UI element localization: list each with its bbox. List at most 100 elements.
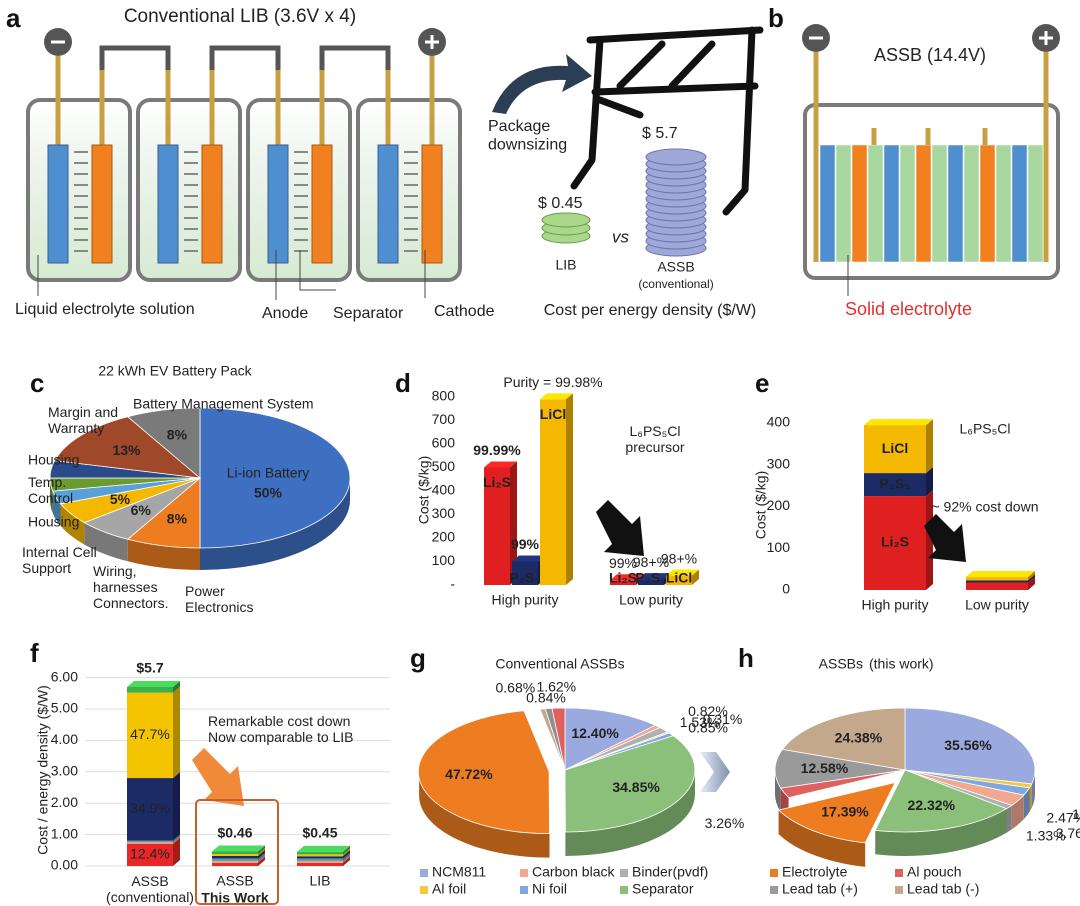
bar-side: [566, 393, 573, 585]
coin: [541, 212, 591, 228]
segment-label: Li₂S: [881, 534, 909, 550]
bar-side: [258, 854, 265, 863]
cathode: [421, 144, 443, 264]
category-label: Housing: [28, 452, 79, 468]
value-label: 0.85%: [688, 719, 728, 735]
pie-slice: [564, 735, 696, 833]
x-tick-label: High purity: [492, 592, 559, 608]
label: Package downsizing: [488, 118, 567, 153]
bar-side: [692, 569, 699, 585]
panel-label: b: [768, 3, 784, 33]
purity-label: 99%: [609, 555, 637, 571]
pie-side: [1031, 770, 1035, 808]
bar-segment: [297, 860, 343, 863]
y-tick-label: 300: [767, 455, 791, 471]
legend-label: Binder(pvdf): [632, 864, 708, 880]
y-tick-label: -: [450, 576, 455, 592]
bar-side: [510, 461, 517, 585]
annotation: Remarkable cost down Now comparable to LI…: [208, 713, 354, 745]
layer: [883, 144, 900, 263]
bar-segment: [297, 858, 343, 861]
connector: [99, 45, 171, 70]
segment-label: 12.4%: [130, 846, 170, 862]
bar-label: LiCl: [666, 570, 692, 586]
bar-segment: [212, 854, 258, 856]
bar-side: [343, 852, 350, 861]
purity-label: 98+%: [661, 550, 697, 566]
layer: [947, 144, 964, 263]
battery-cell: [136, 98, 242, 282]
value-label: 6%: [131, 502, 152, 518]
value-label: 1.53%: [680, 714, 720, 730]
pie-side: [565, 770, 696, 856]
highlight-label: This Work: [201, 890, 269, 906]
layer: [995, 144, 1012, 263]
value-label: 13%: [112, 442, 141, 458]
anode: [47, 144, 69, 264]
value-label: 22.32%: [908, 797, 956, 813]
y-tick-label: 100: [767, 539, 791, 555]
y-tick-label: 100: [432, 552, 456, 568]
bar: [512, 561, 538, 585]
sketch-box: [570, 26, 764, 216]
pie-slice: [54, 416, 202, 479]
bar-side: [173, 834, 180, 843]
value-label: 17.39%: [821, 803, 869, 819]
panel-title: ASSB (14.4V): [874, 45, 986, 65]
bar-segment: [212, 860, 258, 863]
layer: [1027, 144, 1044, 263]
pie-slice: [904, 707, 1036, 785]
bar-label: Li₂S: [483, 474, 511, 490]
legend-label: Lead tab (-): [907, 881, 979, 897]
pie-side: [1006, 805, 1012, 833]
caption: Cost per energy density ($/W): [544, 302, 757, 319]
y-tick-label: 200: [432, 529, 456, 545]
purity-label: Purity = 99.98%: [503, 374, 602, 390]
legend-label: NCM811: [432, 864, 486, 880]
pie-side: [778, 810, 866, 867]
bar-side: [258, 845, 265, 855]
panel-label: h: [738, 643, 754, 673]
leader: [299, 250, 336, 291]
y-tick-label: 200: [767, 497, 791, 513]
pie-slice: [551, 707, 566, 771]
bar-segment: [127, 686, 173, 693]
bar-top: [666, 569, 699, 576]
connector: [209, 45, 281, 70]
y-tick-label: 800: [432, 388, 456, 404]
bar-segment: [212, 855, 258, 859]
bar-top: [297, 845, 350, 852]
pie-side: [200, 478, 350, 570]
panel-label: a: [6, 3, 21, 33]
y-tick-label: 0: [782, 581, 790, 597]
chevron: [700, 752, 730, 792]
bar-side: [173, 680, 180, 693]
bar-side: [926, 490, 933, 590]
anode: [377, 144, 399, 264]
cost-label: $ 5.7: [642, 125, 678, 142]
bar-segment: [864, 425, 926, 474]
y-tick-label: 400: [767, 414, 791, 430]
x-tick-label: Low purity: [965, 597, 1029, 613]
value-label: 0.84%: [526, 689, 566, 705]
battery-cell: [246, 98, 352, 282]
legend-label: Separator: [632, 881, 694, 897]
bar-top: [864, 419, 933, 426]
layer: [979, 144, 996, 263]
bar-label: LiCl: [540, 406, 566, 422]
legend-swatch: [620, 886, 628, 894]
highlight-box: [195, 799, 279, 905]
value-label: 47.72%: [445, 766, 493, 782]
bar-label: Li₂S: [609, 570, 637, 586]
bar-side: [343, 845, 350, 855]
bar-side: [1028, 576, 1035, 590]
pie-side: [1029, 783, 1032, 812]
legend-swatch: [520, 869, 528, 877]
label: ASSB: [657, 259, 694, 275]
layer: [835, 144, 852, 263]
bar-side: [258, 856, 265, 866]
bar: [610, 580, 636, 585]
label: Solid electrolyte: [845, 299, 972, 319]
layer: [899, 144, 916, 263]
segment-label: LiCl: [882, 440, 908, 456]
